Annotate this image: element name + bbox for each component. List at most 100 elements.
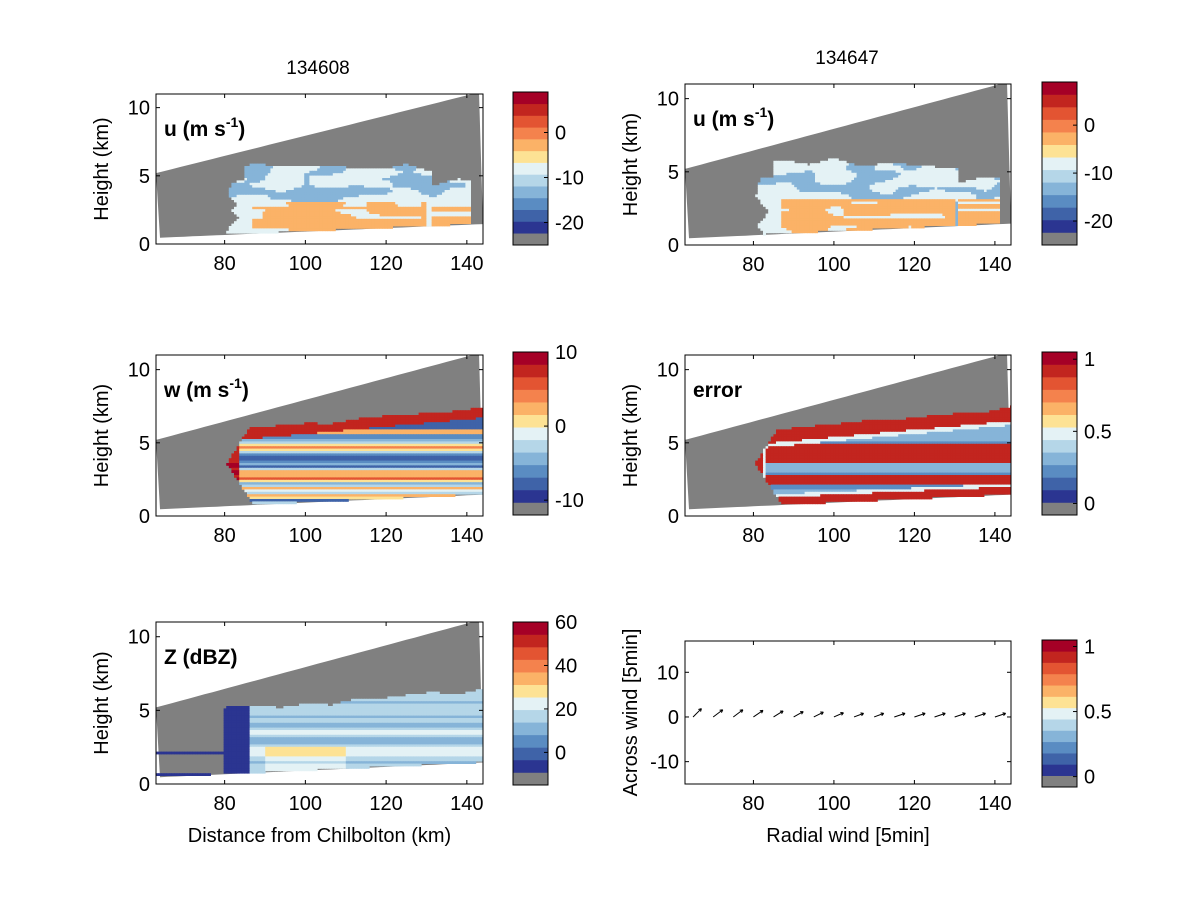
field-cell	[838, 184, 842, 188]
field-cell	[312, 173, 315, 176]
field-cell	[252, 170, 256, 174]
field-cell	[400, 211, 404, 215]
field-cell	[306, 206, 310, 210]
field-cell	[997, 189, 1000, 193]
field-cell	[410, 209, 414, 212]
field-cell	[455, 185, 458, 188]
field-cell	[468, 192, 471, 196]
field-cell	[851, 213, 855, 217]
field-cell	[783, 192, 787, 195]
field-cell	[893, 189, 896, 193]
field-cell	[423, 202, 427, 205]
field-cell	[989, 213, 993, 217]
field-cell	[848, 192, 852, 195]
field-cell	[260, 206, 263, 210]
field-cell	[768, 218, 772, 222]
field-cell	[851, 170, 855, 174]
field-cell	[903, 187, 907, 190]
field-cell	[908, 180, 912, 183]
field-cell	[906, 225, 909, 229]
field-cell	[369, 202, 373, 205]
field-cell	[400, 197, 404, 200]
field-cell	[854, 220, 857, 224]
field-cell	[358, 221, 362, 224]
field-cell	[247, 230, 250, 234]
field-cell	[864, 206, 868, 210]
field-cell	[304, 190, 308, 193]
field-cell	[820, 160, 824, 164]
field-cell	[449, 204, 453, 208]
field-cell	[794, 201, 798, 205]
field-cell	[460, 211, 464, 215]
field-cell	[374, 185, 378, 188]
field-cell	[358, 424, 362, 428]
field-cell	[299, 424, 302, 428]
field-cell	[913, 165, 917, 169]
field-cell	[434, 216, 438, 220]
field-cell	[379, 187, 383, 191]
field-cell	[335, 168, 339, 172]
field-cell	[926, 168, 930, 171]
field-cell	[934, 192, 938, 195]
field-cell	[364, 170, 367, 174]
field-cell	[825, 213, 829, 217]
field-cell	[770, 187, 774, 190]
field-cell	[817, 216, 821, 219]
field-cell	[807, 165, 811, 169]
field-cell	[830, 163, 834, 166]
field-cell	[429, 221, 432, 224]
field-cell	[239, 192, 243, 196]
field-cell	[312, 202, 315, 205]
field-cell	[924, 213, 928, 217]
field-cell	[924, 189, 928, 193]
field-cell	[249, 214, 253, 217]
field-cell	[804, 194, 808, 198]
field-cell	[981, 208, 985, 212]
field-cell	[397, 221, 401, 224]
field-cell	[418, 168, 422, 172]
field-cell	[244, 175, 248, 179]
field-cell	[913, 194, 917, 198]
field-cell	[968, 184, 972, 188]
field-cell	[403, 214, 406, 217]
field-cell	[262, 170, 266, 174]
field-cell	[442, 218, 445, 222]
field-cell	[919, 218, 922, 222]
field-cell	[267, 170, 271, 174]
field-cell	[841, 228, 844, 231]
field-cell	[952, 172, 956, 176]
field-cell	[809, 201, 813, 205]
field-cell	[345, 194, 349, 198]
field-cell	[447, 185, 451, 188]
field-cell	[989, 194, 993, 198]
field-cell	[833, 194, 837, 198]
field-cell	[423, 187, 427, 191]
field-cell	[335, 173, 339, 176]
field-cell	[773, 211, 777, 214]
field-cell	[828, 206, 831, 210]
field-cell	[481, 412, 483, 416]
field-cell	[327, 170, 331, 174]
field-cell	[968, 204, 972, 207]
field-cell	[286, 226, 289, 229]
field-cell	[270, 199, 274, 203]
field-cell	[293, 180, 297, 184]
field-cell	[913, 177, 917, 181]
field-cell	[828, 170, 831, 174]
field-cell	[919, 187, 922, 190]
field-cell	[340, 194, 344, 198]
field-cell	[817, 204, 821, 207]
field-cell	[345, 185, 349, 188]
field-cell	[916, 180, 920, 183]
field-cell	[384, 422, 388, 425]
field-cell	[963, 187, 967, 190]
field-cell	[952, 218, 956, 222]
field-cell	[241, 226, 245, 229]
field-cell	[932, 196, 935, 200]
field-cell	[413, 185, 417, 188]
field-cell	[468, 221, 471, 224]
field-cell	[848, 177, 852, 181]
field-cell	[377, 180, 380, 184]
field-cell	[429, 422, 432, 425]
field-cell	[833, 220, 837, 224]
